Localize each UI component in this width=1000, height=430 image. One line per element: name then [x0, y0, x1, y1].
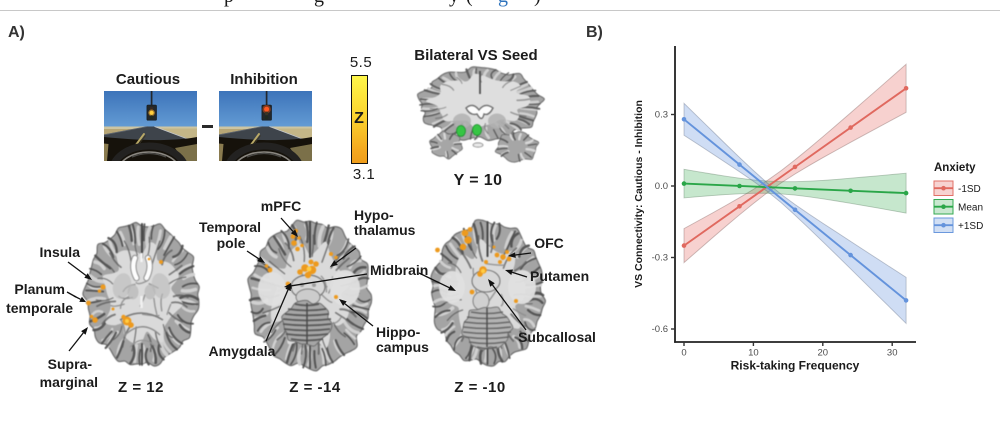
- svg-text:-1SD: -1SD: [958, 184, 981, 195]
- svg-text:0.0: 0.0: [655, 181, 668, 192]
- svg-text:Anxiety: Anxiety: [934, 162, 976, 174]
- svg-text:30: 30: [887, 348, 898, 359]
- svg-text:VS Connectivity: Cautious - In: VS Connectivity: Cautious - Inhibition: [633, 100, 645, 288]
- svg-text:+1SD: +1SD: [958, 221, 983, 232]
- svg-text:10: 10: [748, 348, 759, 359]
- svg-text:Risk-taking Frequency: Risk-taking Frequency: [731, 359, 860, 373]
- svg-text:20: 20: [818, 348, 829, 359]
- svg-text:0: 0: [681, 348, 686, 359]
- svg-text:-0.3: -0.3: [652, 253, 668, 264]
- svg-text:Mean: Mean: [958, 203, 983, 214]
- svg-text:0.3: 0.3: [655, 110, 668, 121]
- svg-text:-0.6: -0.6: [652, 324, 668, 335]
